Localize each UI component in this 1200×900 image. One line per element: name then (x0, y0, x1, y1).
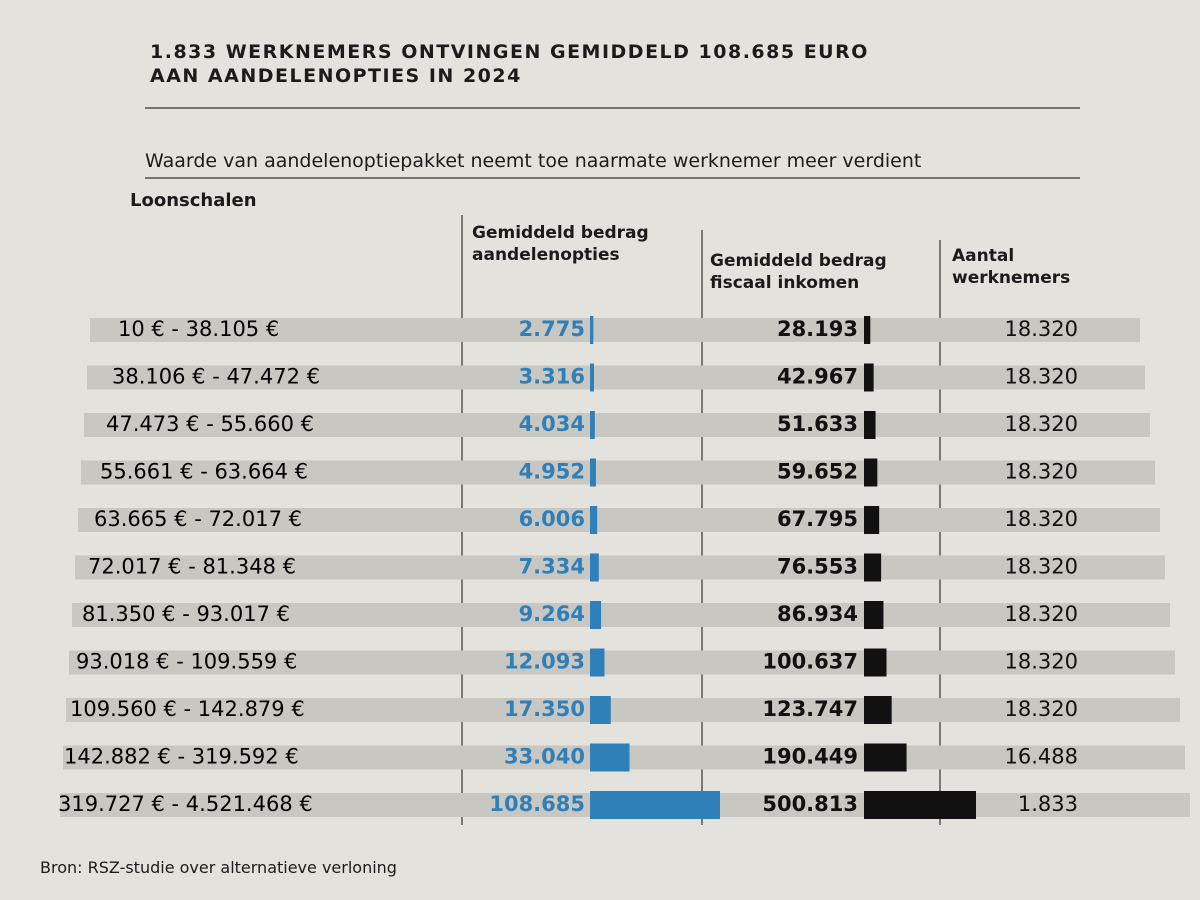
value-label: 18.320 (1005, 602, 1078, 626)
bar (590, 601, 602, 629)
value-label: 33.040 (504, 745, 585, 769)
bar (864, 648, 887, 677)
column-header: Loonschalen (130, 190, 257, 211)
bar (864, 458, 878, 487)
value-label: 1.833 (1018, 792, 1078, 816)
bar (864, 506, 880, 534)
bar (590, 648, 605, 677)
value-label: 18.320 (1005, 507, 1078, 531)
row-stripe (72, 603, 1170, 627)
value-label: 18.320 (1005, 555, 1078, 579)
bar (590, 363, 594, 392)
value-label: 123.747 (762, 697, 858, 721)
bar (864, 696, 892, 724)
value-label: 18.320 (1005, 365, 1078, 389)
value-label: 12.093 (504, 650, 585, 674)
value-label: 190.449 (762, 745, 858, 769)
value-label: 59.652 (777, 460, 858, 484)
column-header: Aantal werknemers (952, 246, 1071, 288)
value-label: 9.264 (519, 602, 585, 626)
value-label: 3.316 (519, 365, 585, 389)
bar (590, 553, 599, 582)
bar (590, 791, 720, 819)
chart-subtitle: Waarde van aandelenoptiepakket neemt toe… (145, 150, 922, 172)
value-label: 17.350 (504, 697, 585, 721)
bar (590, 506, 598, 534)
row-label: 47.473 € - 55.660 € (106, 412, 314, 436)
row-label: 81.350 € - 93.017 € (82, 602, 290, 626)
row-label: 319.727 € - 4.521.468 € (58, 792, 313, 816)
row-label: 142.882 € - 319.592 € (64, 745, 299, 769)
row-stripe (81, 460, 1155, 485)
value-label: 16.488 (1005, 745, 1078, 769)
bar (864, 743, 907, 772)
value-label: 4.034 (519, 412, 585, 436)
bar (590, 411, 595, 439)
bar (864, 601, 884, 629)
bar (864, 316, 871, 344)
bar (864, 411, 876, 439)
row-label: 72.017 € - 81.348 € (88, 555, 296, 579)
value-label: 76.553 (777, 555, 858, 579)
row-label: 109.560 € - 142.879 € (70, 697, 305, 721)
value-label: 67.795 (777, 507, 858, 531)
row-label: 55.661 € - 63.664 € (100, 460, 308, 484)
row-stripe (90, 318, 1140, 342)
value-label: 108.685 (489, 792, 585, 816)
value-label: 18.320 (1005, 460, 1078, 484)
row-label: 10 € - 38.105 € (118, 317, 279, 341)
value-label: 51.633 (777, 412, 858, 436)
value-label: 2.775 (519, 317, 585, 341)
bar (590, 743, 630, 772)
row-label: 63.665 € - 72.017 € (94, 507, 302, 531)
bar (590, 458, 596, 487)
value-label: 18.320 (1005, 317, 1078, 341)
row-stripe (87, 365, 1145, 390)
row-label: 93.018 € - 109.559 € (76, 650, 297, 674)
bar (590, 696, 611, 724)
value-label: 18.320 (1005, 697, 1078, 721)
value-label: 6.006 (519, 507, 585, 531)
value-label: 86.934 (777, 602, 858, 626)
bar (590, 316, 594, 344)
value-label: 4.952 (519, 460, 585, 484)
row-stripe (69, 650, 1175, 675)
value-label: 42.967 (777, 365, 858, 389)
value-label: 100.637 (762, 650, 858, 674)
row-stripe (75, 555, 1165, 580)
row-stripe (84, 413, 1150, 437)
source: Bron: RSZ-studie over alternatieve verlo… (40, 858, 397, 877)
column-header: Gemiddeld bedrag aandelenopties (472, 223, 649, 265)
bar (864, 363, 874, 392)
value-label: 18.320 (1005, 412, 1078, 436)
value-label: 7.334 (519, 555, 585, 579)
row-stripe (78, 508, 1160, 532)
bar (864, 553, 882, 582)
chart-title: 1.833 WERKNEMERS ONTVINGEN GEMIDDELD 108… (150, 41, 869, 87)
value-label: 500.813 (762, 792, 858, 816)
bar (864, 791, 976, 819)
value-label: 28.193 (777, 317, 858, 341)
value-label: 18.320 (1005, 650, 1078, 674)
column-header: Gemiddeld bedrag fiscaal inkomen (710, 251, 887, 293)
row-label: 38.106 € - 47.472 € (112, 365, 320, 389)
row-stripe (66, 698, 1180, 722)
